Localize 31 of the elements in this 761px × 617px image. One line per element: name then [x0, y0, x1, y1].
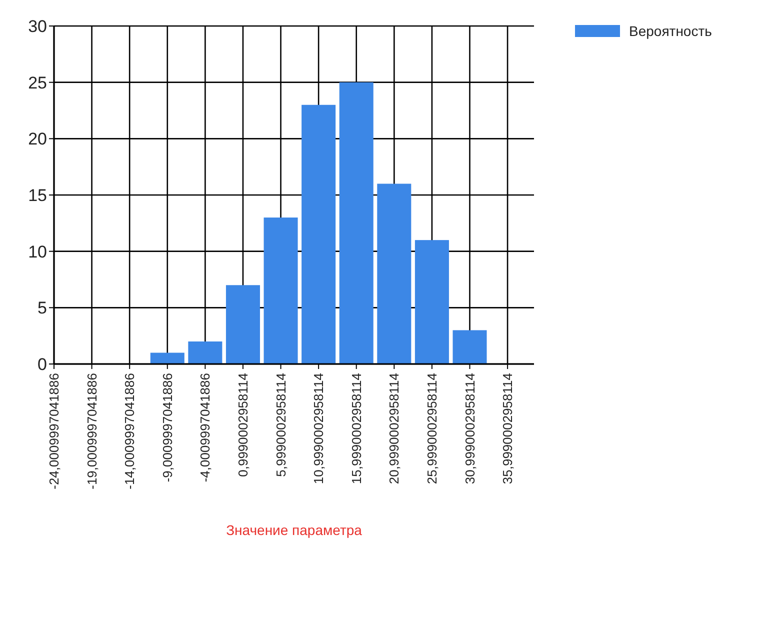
x-tick-label: 5,9990002958114 — [273, 373, 288, 477]
y-tick-label: 20 — [28, 130, 47, 149]
y-tick-label: 5 — [38, 298, 47, 318]
legend-label: Вероятность — [629, 22, 712, 39]
x-tick-label: 10,9990002958114 — [311, 373, 326, 484]
bar — [452, 330, 487, 364]
y-tick-label: 10 — [28, 242, 47, 262]
y-tick-label: 25 — [28, 73, 47, 92]
x-tick-label: -24,0009997041886 — [46, 373, 62, 490]
bar — [377, 184, 412, 364]
bar — [264, 218, 298, 364]
y-tick-label: 0 — [38, 354, 47, 374]
y-tick-label: 30 — [28, 16, 47, 36]
bar — [188, 341, 222, 364]
x-tick-label: 25,9990002958114 — [424, 373, 440, 484]
x-tick-label: 20,9990002958114 — [386, 373, 402, 484]
x-tick-label: -4,0009997041886 — [198, 373, 213, 482]
bar — [226, 285, 260, 364]
x-tick-label: 15,9990002958114 — [348, 373, 364, 484]
x-axis-title: Значение параметра — [226, 522, 362, 538]
bar — [302, 104, 336, 364]
y-tick-label: 15 — [28, 186, 47, 205]
bar — [339, 82, 374, 364]
bar — [150, 352, 184, 364]
bar — [414, 240, 449, 364]
x-tick-label: -19,0009997041886 — [84, 373, 100, 490]
x-tick-label: 35,9990002958114 — [500, 373, 516, 484]
x-tick-label: -14,0009997041886 — [122, 373, 138, 490]
x-tick-label: -9,0009997041886 — [160, 373, 175, 482]
x-tick-label: 30,9990002958114 — [462, 373, 478, 484]
x-tick-label: 0,9990002958114 — [236, 373, 251, 477]
